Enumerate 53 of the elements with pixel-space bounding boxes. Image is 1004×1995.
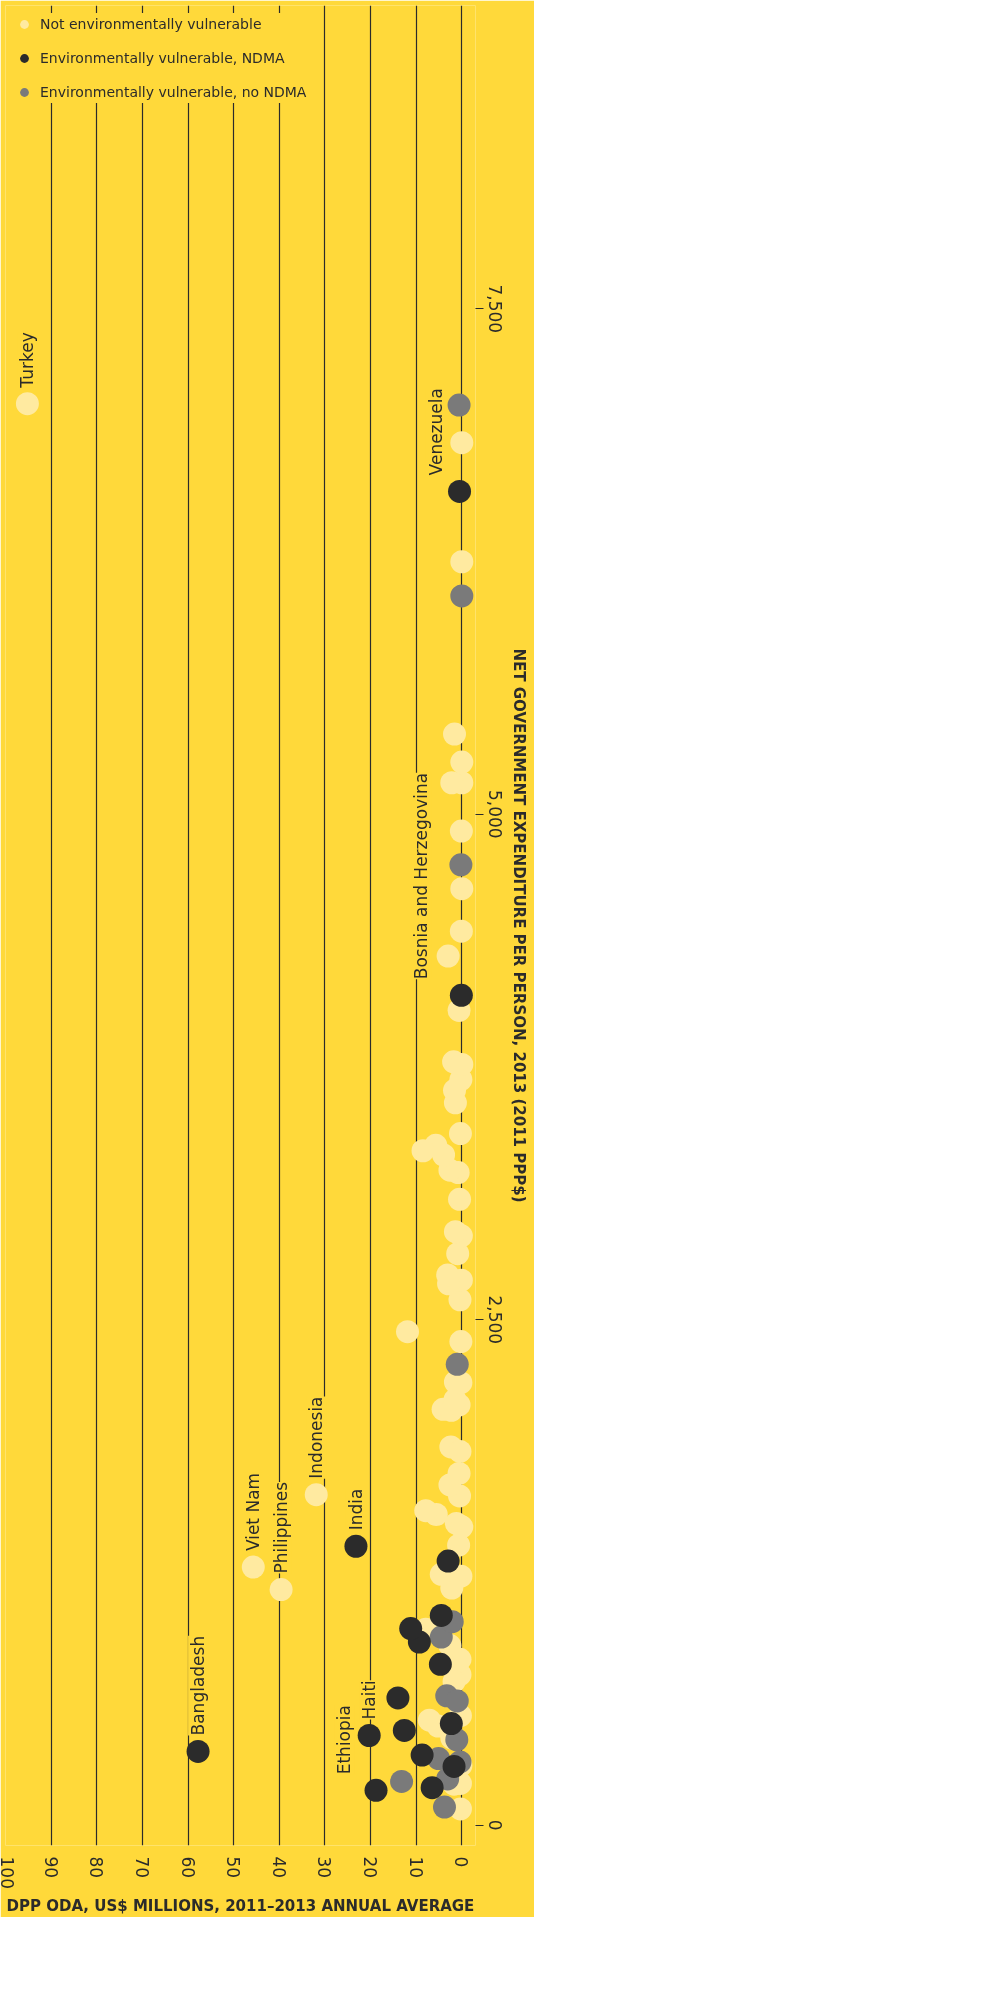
point [357, 1724, 381, 1747]
x-tick-label: 0 [451, 1856, 472, 1868]
x-tick-label: 40 [268, 1856, 289, 1879]
x-axis-title: DPP ODA, US$ MILLIONS, 2011–2013 ANNUAL AVERAGE [6, 1896, 475, 1915]
annotation: Ethiopia [334, 1705, 355, 1775]
y-tick-label: 0 [484, 1819, 505, 1831]
point [410, 1743, 434, 1767]
point [420, 1776, 444, 1800]
point [390, 1769, 414, 1793]
annotation: Bangladesh [188, 1635, 209, 1736]
legend-label: Environmentally vulnerable, NDMA [40, 50, 285, 66]
point [364, 1778, 388, 1802]
point [186, 1740, 210, 1763]
point [450, 584, 474, 608]
x-tick-label: 80 [86, 1856, 107, 1879]
point [428, 1652, 452, 1676]
point [344, 1534, 368, 1558]
point [448, 479, 472, 503]
x-tick-label: 30 [314, 1856, 335, 1879]
point [439, 1712, 463, 1736]
legend-label: Not environmentally vulnerable [40, 16, 262, 32]
point [436, 1549, 460, 1573]
legend-label: Environmentally vulnerable, no NDMA [40, 84, 307, 100]
point [429, 1603, 453, 1627]
x-tick-label: 100 [0, 1856, 17, 1889]
point [449, 853, 473, 877]
point [445, 1352, 469, 1376]
point [445, 1689, 469, 1713]
annotation: Venezuela [425, 388, 446, 476]
x-tick-label: 90 [40, 1856, 61, 1879]
x-tick-label: 50 [223, 1856, 244, 1879]
point [449, 983, 473, 1007]
point [399, 1617, 423, 1641]
annotation: Bosnia and Herzegovina [411, 772, 432, 980]
annotation: India [345, 1488, 366, 1531]
y-axis-title: NET GOVERNMENT EXPENDITURE PER PERSON, 2013 (2011 PPP$) [509, 648, 528, 1203]
y-tick-label: 5,000 [484, 789, 505, 839]
annotation: Viet Nam [243, 1472, 264, 1552]
point [386, 1686, 410, 1710]
annotation: Indonesia [306, 1396, 327, 1479]
x-tick-label: 20 [360, 1856, 381, 1879]
x-tick-label: 10 [405, 1856, 426, 1879]
x-tick-label: 60 [177, 1856, 198, 1879]
point [392, 1718, 416, 1742]
x-tick-label: 70 [131, 1856, 152, 1879]
annotation: Turkey [17, 332, 38, 389]
annotation: Philippines [271, 1481, 292, 1574]
point [432, 1795, 456, 1819]
annotation: Haiti [359, 1680, 380, 1720]
y-tick-label: 2,500 [484, 1295, 505, 1345]
y-tick-label: 7,500 [484, 284, 505, 334]
point [442, 1754, 466, 1778]
point [447, 393, 471, 417]
